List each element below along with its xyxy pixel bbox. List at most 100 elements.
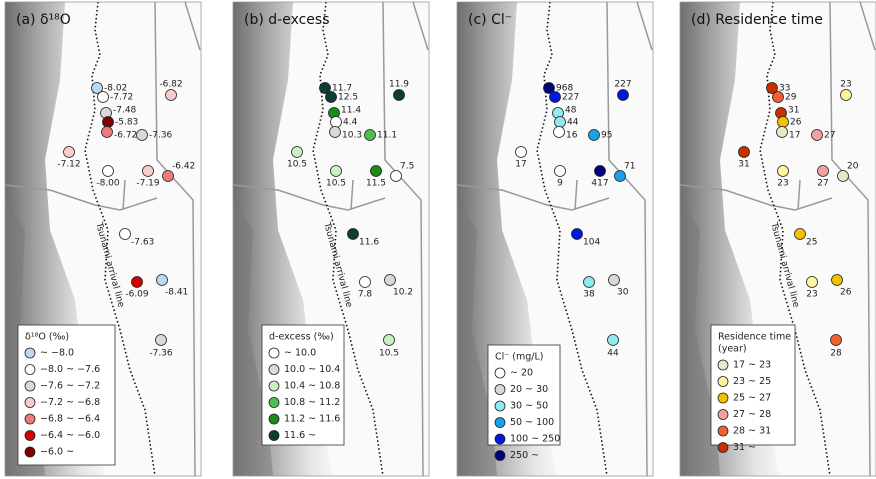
point-label: -7.48: [113, 106, 137, 116]
sample-point: [98, 92, 109, 103]
point-label: -7.19: [136, 179, 160, 189]
sample-point: [572, 229, 583, 240]
point-label: -6.42: [172, 162, 195, 172]
point-label: 23: [777, 179, 788, 189]
sample-point: [841, 90, 852, 101]
sample-point: [584, 277, 595, 288]
sample-point: [391, 171, 402, 182]
sample-point: [326, 92, 337, 103]
sample-point: [777, 127, 788, 138]
point-label: -6.82: [159, 80, 182, 90]
legend-symbol: [718, 410, 728, 420]
point-label: 20: [847, 162, 859, 172]
legend-symbol: [495, 451, 505, 461]
sample-point: [394, 90, 405, 101]
sample-point: [385, 275, 396, 286]
point-label: 7.8: [358, 290, 373, 300]
point-label: 11.6: [359, 238, 379, 248]
sample-point: [331, 166, 342, 177]
legend-symbol: [718, 377, 728, 387]
legend-label: ~ 10.0: [284, 348, 316, 359]
legend-label: −8.0 ~ −7.6: [40, 364, 100, 375]
sample-point: [608, 335, 619, 346]
sample-point: [64, 147, 75, 158]
sample-point: [595, 166, 606, 177]
point-label: 11.9: [389, 80, 409, 90]
sample-point: [555, 117, 566, 128]
point-label: 7.5: [400, 162, 414, 172]
sample-point: [778, 166, 789, 177]
sample-point: [157, 275, 168, 286]
legend-symbol: [269, 348, 279, 358]
legend-label: ~ −8.0: [40, 348, 74, 359]
point-label: 26: [790, 118, 802, 128]
map-panel: (b) d-excessTsunami arrival line11.712.5…: [233, 2, 429, 476]
figure: (a) δ¹⁸OTsunami arrival line-8.02-7.72-7…: [0, 0, 876, 479]
legend-symbol: [495, 385, 505, 395]
sample-point: [156, 335, 167, 346]
point-label: 10.2: [393, 288, 413, 298]
point-label: -7.72: [110, 93, 133, 103]
legend-title: Cl⁻ (mg/L): [495, 352, 544, 363]
point-label: 27: [817, 179, 828, 189]
map-panel: (c) Cl⁻968227484416952271794177110438304…: [457, 2, 653, 476]
point-label: 417: [591, 179, 608, 189]
legend-label: 30 ~ 50: [510, 401, 548, 412]
sample-point: [812, 130, 823, 141]
legend-box: [18, 325, 115, 465]
point-label: -7.36: [149, 131, 173, 141]
point-label: 11.5: [366, 179, 386, 189]
point-label: 29: [785, 93, 797, 103]
legend-label: 28 ~ 31: [733, 426, 771, 437]
point-label: 11.1: [377, 131, 397, 141]
sample-point: [555, 166, 566, 177]
point-label: 25: [806, 238, 817, 248]
legend-label: 50 ~ 100: [510, 417, 554, 428]
point-label: 44: [607, 349, 619, 359]
sample-point: [516, 147, 527, 158]
legend-label: 100 ~ 250: [510, 434, 560, 445]
legend-label: −6.8 ~ −6.4: [40, 414, 100, 425]
legend-symbol: [269, 381, 279, 391]
panel-title: (c) Cl⁻: [468, 12, 512, 28]
sample-point: [166, 90, 177, 101]
legend-label: 11.6 ~: [284, 430, 316, 441]
legend-symbol: [269, 398, 279, 408]
point-label: 26: [840, 288, 852, 298]
legend-title: δ¹⁸O (‰): [25, 332, 69, 343]
legend-label: 23 ~ 25: [733, 376, 771, 387]
point-label: 38: [583, 290, 595, 300]
legend-label: −6.0 ~: [40, 447, 74, 458]
sample-point: [589, 130, 600, 141]
sample-point: [778, 117, 789, 128]
point-label: 227: [562, 93, 579, 103]
point-label: 23: [840, 80, 851, 90]
legend-label: ~ 20: [510, 368, 533, 379]
legend-label: −7.2 ~ −6.8: [40, 397, 100, 408]
legend-symbol: [495, 401, 505, 411]
legend-symbol: [495, 418, 505, 428]
point-label: 4.4: [343, 118, 358, 128]
sample-point: [609, 275, 620, 286]
legend-symbol: [25, 414, 35, 424]
sample-point: [132, 277, 143, 288]
point-label: 23: [806, 290, 817, 300]
panel-title: (b) d-excess: [244, 12, 330, 28]
sample-point: [143, 166, 154, 177]
point-label: -6.09: [125, 290, 149, 300]
point-label: 104: [583, 238, 600, 248]
point-label: 10.5: [287, 160, 307, 170]
legend-symbol: [25, 348, 35, 358]
sample-point: [739, 147, 750, 158]
point-label: 30: [617, 288, 629, 298]
sample-point: [773, 92, 784, 103]
point-label: -8.41: [165, 288, 188, 298]
sample-point: [103, 117, 114, 128]
sample-point: [615, 171, 626, 182]
sample-point: [292, 147, 303, 158]
sample-point: [103, 166, 114, 177]
point-label: 31: [788, 106, 799, 116]
legend-label: 27 ~ 28: [733, 409, 771, 420]
point-label: 17: [515, 160, 526, 170]
